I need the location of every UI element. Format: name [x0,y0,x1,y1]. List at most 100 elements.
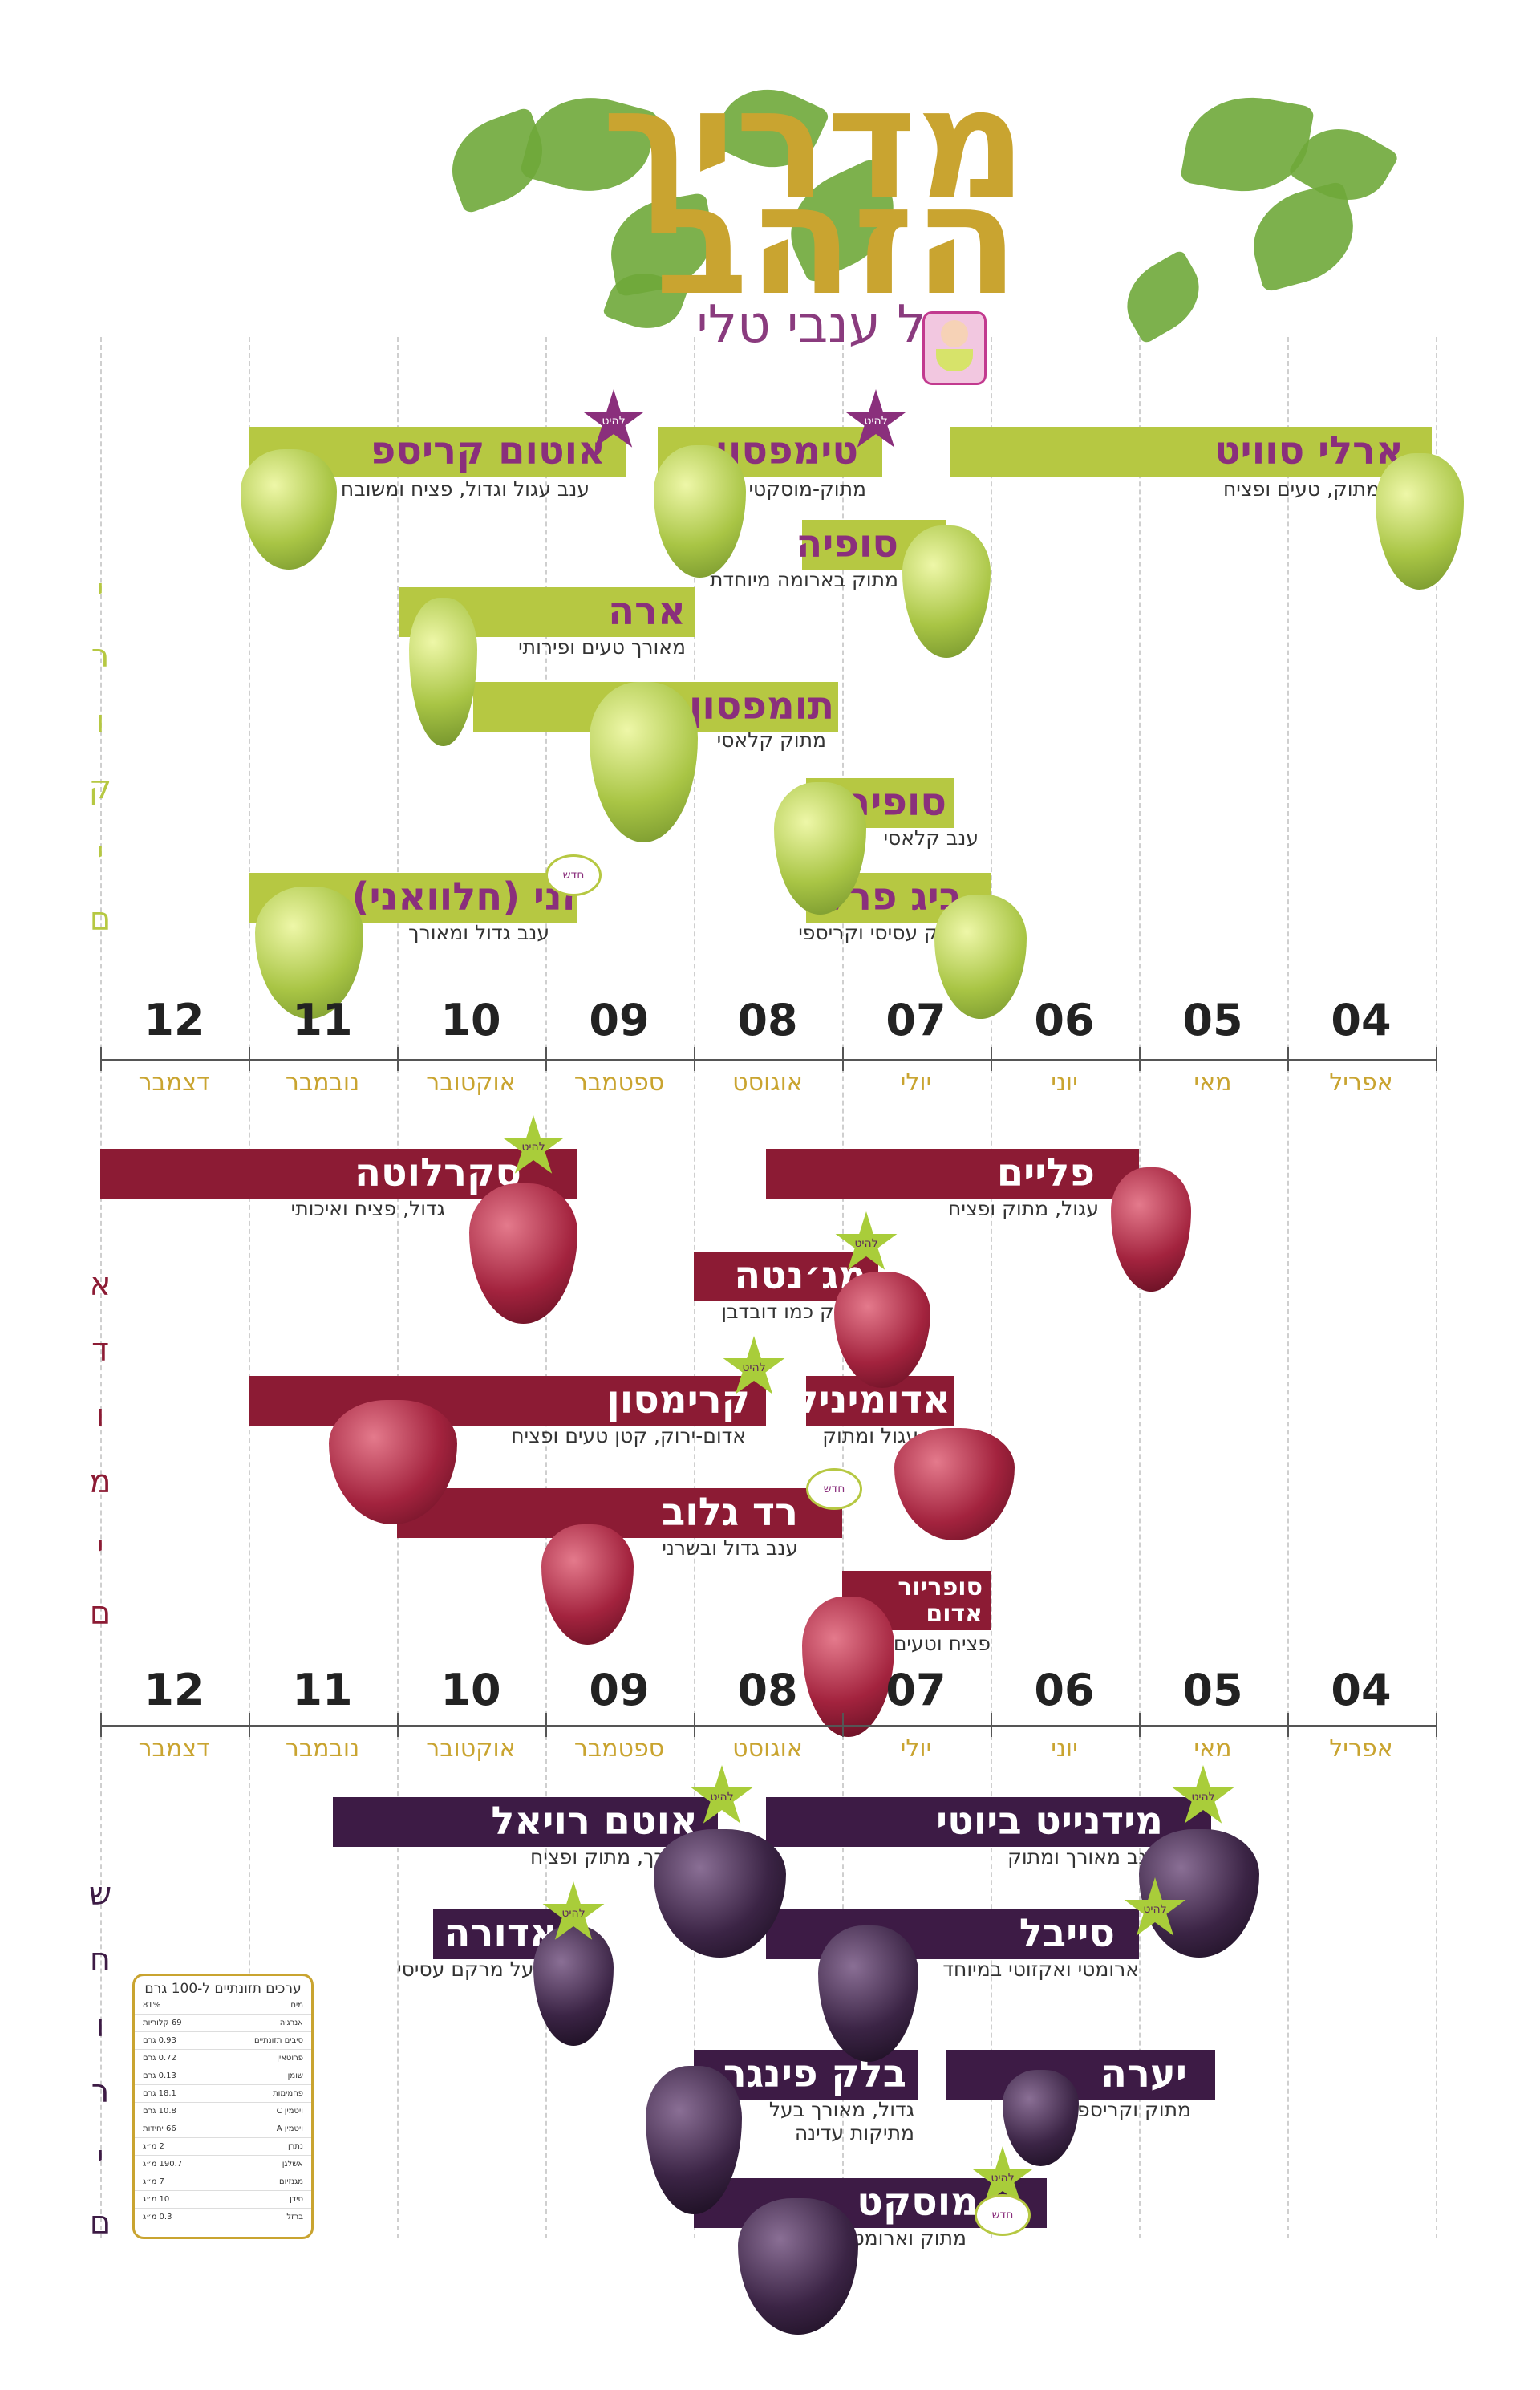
page-subtitle: של ענבי טלי [696,295,962,355]
month-gridline [100,337,102,2238]
month-name: יולי [900,1735,932,1763]
variety-description: בעל מרקם עסיסי [397,1958,545,1981]
variety-bar [766,1797,1211,1847]
variety-description: מתוק בארומה מיוחדת [709,568,898,591]
month-number: 07 [886,1665,946,1715]
month-number: 11 [292,995,353,1045]
month-name: נובמבר [285,1735,360,1763]
grape-cluster-image [409,598,477,746]
variety-name: ארה [608,589,686,634]
nutrition-row: נתרן 2 מ״ג [135,2138,311,2156]
grape-cluster-image [255,887,363,1019]
variety-name: פליים [996,1150,1095,1195]
nutrition-row: פרוטאין 0.72 גרם [135,2050,311,2067]
variety-description: מאורך טעים ופירותי [518,635,686,659]
month-gridline [397,337,399,2238]
grape-cluster-image [738,2198,858,2335]
grape-cluster-image [241,449,337,570]
nutrition-row: ויטמין A 66 יחידות [135,2120,311,2138]
month-number: 10 [440,995,501,1045]
grape-cluster-image [902,525,991,658]
grape-cluster-image [934,895,1027,1019]
month-number: 05 [1182,1665,1243,1715]
variety-name: ארלי סוויט [1214,428,1404,473]
month-name: דצמבר [138,1069,210,1097]
grape-cluster-image [1003,2070,1079,2166]
month-number: 06 [1034,1665,1095,1715]
variety-name: רד גלוב [661,1490,798,1535]
variety-description: ענב גדול ומאורך [408,921,549,944]
variety-description: ענב מאורך ומתוק [1007,1845,1159,1869]
month-name: אפריל [1329,1069,1393,1097]
nutrition-row: אנרגיה 69 קלוריות [135,2015,311,2032]
variety-name: קרימסון [606,1378,750,1422]
month-number: 08 [737,1665,798,1715]
variety-name: מידנייט ביוטי [935,1799,1163,1844]
grape-cluster-image [654,1829,786,1958]
variety-description: ארומטי ואקזוטי במיוחד [942,1958,1139,1981]
page-title-line2: הזהב [654,152,1019,329]
month-number: 04 [1331,1665,1392,1715]
variety-name: סייבל [1019,1911,1115,1956]
grape-cluster-image [802,1597,894,1737]
month-name: אפריל [1329,1735,1393,1763]
nutrition-row: ברזל 0.3 מ״ג [135,2209,311,2226]
variety-name: בלק פינגר [723,2051,906,2096]
variety-name: סופריור אדום [898,1573,983,1628]
nutrition-row: שומן 0.13 גרם [135,2067,311,2085]
month-name: דצמבר [138,1735,210,1763]
nutrition-row: פחמימות 18.1 גרם [135,2085,311,2103]
variety-description: ענב גדול ובשרני [662,1536,798,1560]
nutrition-row: סיבים תזונתיים 0.93 גרם [135,2032,311,2050]
variety-name: מוסקט [857,2180,979,2225]
nutrition-facts-table: ערכים תזונתיים ל-100 גרם מים 81% אנרגיה 69… [132,1974,314,2239]
month-number: 06 [1034,995,1095,1045]
month-name: אוקטובר [426,1069,516,1097]
nutrition-row: ויטמין C 10.8 גרם [135,2103,311,2120]
variety-bar [397,1488,842,1538]
month-name: אוגוסט [732,1069,803,1097]
variety-name: יערה [1100,2051,1187,2096]
grape-cluster-image [329,1400,457,1524]
nutrition-row: מגנזיום 7 מ״ג [135,2173,311,2191]
variety-description: גדול, פציח ואיכותי [290,1197,445,1220]
grape-cluster-image [646,2066,742,2214]
nutrition-row: אשלגן 190.7 מ״ג [135,2156,311,2173]
variety-description: עגול ומתוק [822,1424,918,1447]
grape-cluster-image [774,782,866,915]
variety-bar [333,1797,718,1847]
month-gridline [1436,337,1437,2238]
variety-description: מתוק וקריספי [1072,2098,1191,2121]
grape-cluster-image [541,1524,634,1645]
month-number: 12 [144,995,205,1045]
variety-description: מתוק, טעים ופציח [1222,477,1380,501]
month-name: אוגוסט [732,1735,803,1763]
variety-description: ענב קלאסי [883,826,979,850]
month-gridline [249,337,250,2238]
variety-name: אוטום קריספ [370,428,606,473]
month-number: 07 [886,995,946,1045]
page-title-line1: מדריך [602,55,1027,233]
variety-name: סקרלוטה [355,1150,521,1195]
variety-description: מתוק קלאסי [716,728,826,752]
month-name: יוני [1051,1735,1078,1763]
new-badge: חדש [545,854,602,896]
month-number: 05 [1182,995,1243,1045]
variety-name: אדומיניק [790,1378,950,1422]
variety-name: אוטם רויאל [491,1799,698,1844]
month-name: ספטמבר [573,1735,665,1763]
month-name: מאי [1194,1069,1232,1097]
variety-description: מתוק וארומטי [846,2226,967,2250]
variety-bar [946,2050,1215,2100]
month-gridline [1287,337,1289,2238]
variety-description: אדום-ירוק, קטן טעים ופציח [511,1424,746,1447]
variety-description: ענב עגול וגדול, פציח ומשובח [340,477,590,501]
grape-cluster-image [1376,453,1464,590]
month-number: 12 [144,1665,205,1715]
month-number: 04 [1331,995,1392,1045]
month-name: ספטמבר [573,1069,665,1097]
month-name: נובמבר [285,1069,360,1097]
variety-bar [766,1149,1139,1199]
